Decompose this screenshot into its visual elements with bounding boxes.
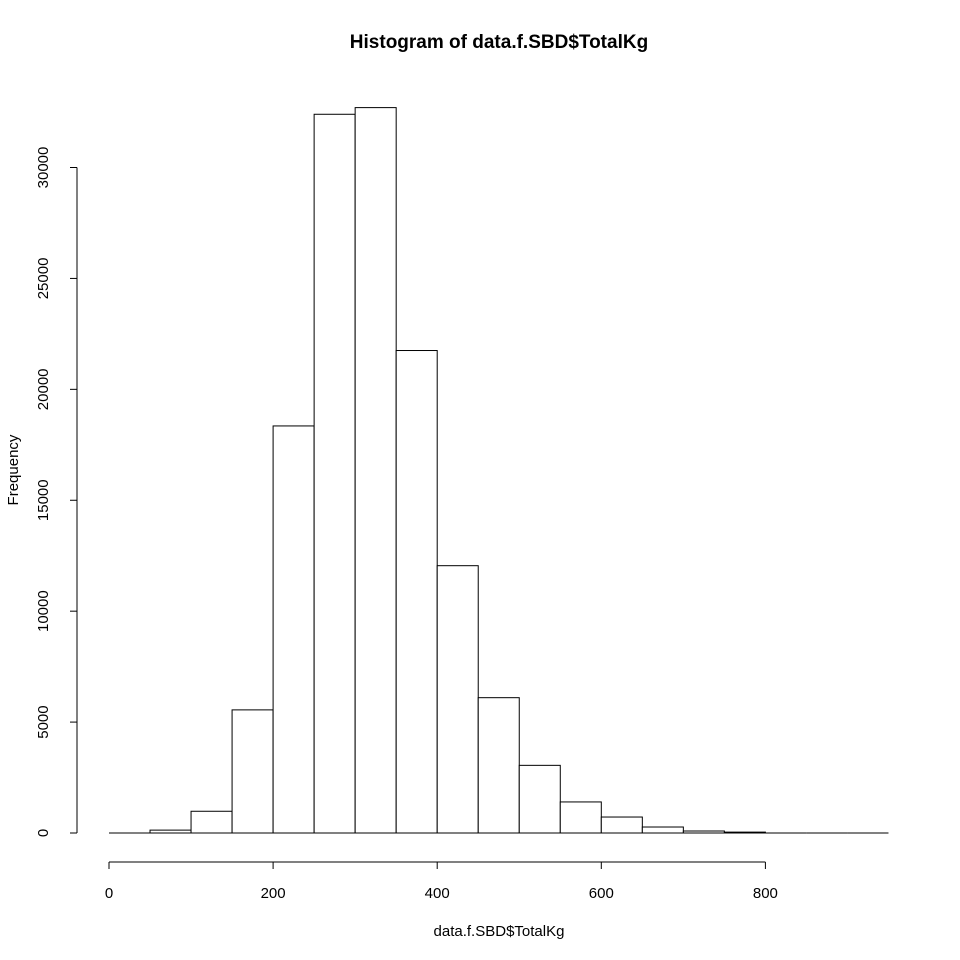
x-tick-label-4: 800 [753,885,778,902]
histogram-bar-15 [723,831,766,834]
y-tick-label-1: 5000 [35,705,52,738]
y-axis-label: Frequency [5,434,22,505]
x-tick-label-1: 200 [261,885,286,902]
histogram-bar-2 [190,810,233,834]
histogram-bar-8 [436,565,479,834]
histogram-bar-10 [518,764,561,834]
x-tick-label-0: 0 [105,885,113,902]
histogram-bar-5 [313,113,356,834]
histogram-bar-9 [477,697,520,834]
histogram-bar-4 [272,425,315,834]
y-tick-label-3: 15000 [35,479,52,521]
x-tick-label-2: 400 [425,885,450,902]
histogram-bar-13 [641,826,684,834]
x-tick-label-3: 600 [589,885,614,902]
y-axis: 0 5000 10000 15000 20000 25000 30000 [35,147,78,837]
bars-group [109,107,889,834]
x-axis-label: data.f.SBD$TotalKg [434,923,565,940]
histogram-bar-3 [231,709,274,834]
histogram-bar-11 [559,801,602,834]
y-tick-label-2: 10000 [35,590,52,632]
chart-title: Histogram of data.f.SBD$TotalKg [350,32,648,53]
y-tick-label-6: 30000 [35,147,52,189]
y-tick-label-5: 25000 [35,258,52,300]
histogram-bar-12 [600,816,643,834]
histogram-bar-1 [149,829,192,834]
histogram-bar-6 [354,107,397,834]
histogram-bar-14 [682,830,725,834]
y-tick-label-4: 20000 [35,368,52,410]
y-tick-label-0: 0 [35,829,52,837]
histogram-bar-7 [395,350,438,834]
x-axis: 0 200 400 600 800 [105,861,778,902]
